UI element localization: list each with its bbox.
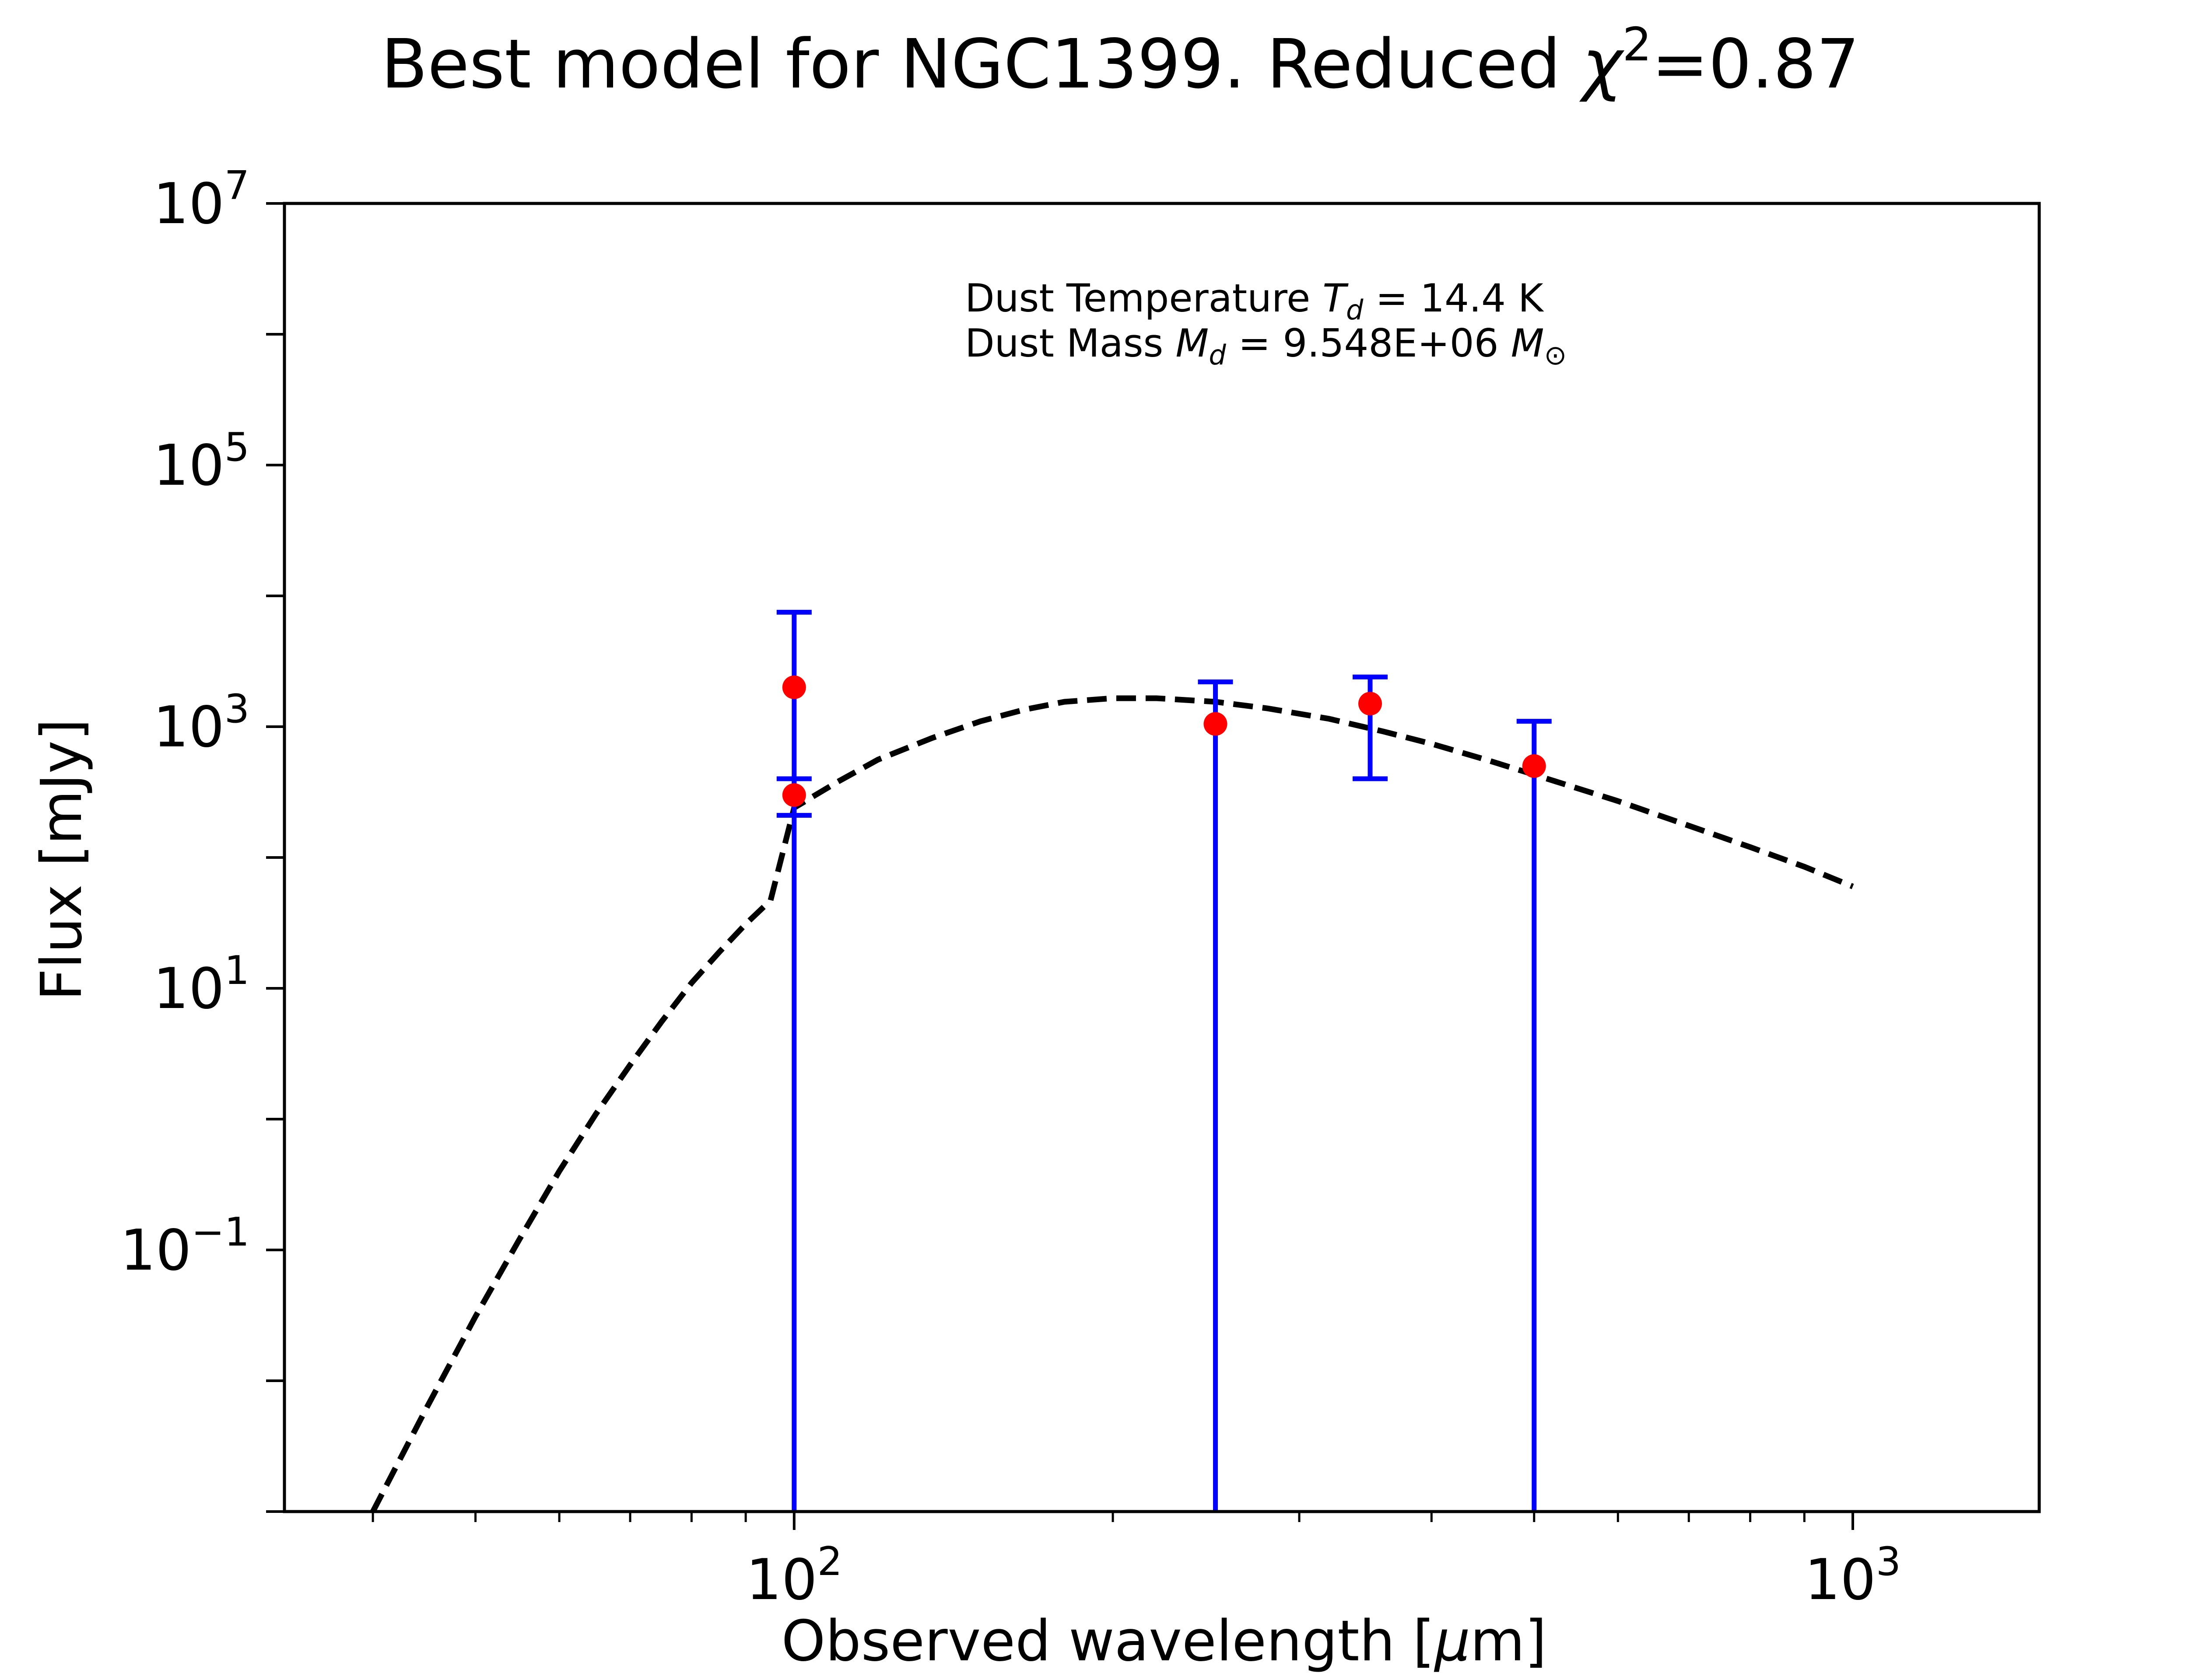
y-axis-label: Flux [mJy]: [29, 719, 95, 1001]
plot-layer: [370, 609, 1854, 1512]
ticks-layer: 102 103 10−1 101 103 105 107: [120, 163, 1901, 1613]
y-tick-label: 103: [153, 686, 249, 760]
x-tick-label: 102: [746, 1539, 842, 1613]
data-point: [1358, 692, 1382, 716]
x-axis-label: Observed wavelength [μm]: [782, 1609, 1547, 1674]
data-point: [1522, 754, 1546, 778]
data-point: [782, 675, 806, 699]
plot-frame: [283, 202, 2041, 1513]
y-tick-label: 101: [153, 948, 249, 1022]
chart-title-suffix: =0.87: [1652, 24, 1859, 104]
data-point: [782, 783, 806, 807]
chart-title-prefix: Best model for NGC1399. Reduced: [381, 24, 1582, 104]
model-curve: [370, 695, 1854, 1512]
y-tick-label: 107: [153, 163, 249, 237]
y-tick-label: 10−1: [120, 1209, 249, 1283]
chart-title-chi: χ: [1579, 24, 1625, 104]
annotation-temperature: Dust Temperature Td = 14.4 K: [965, 276, 1544, 326]
annotation-mass: Dust Mass Md = 9.548E+06 M⊙: [965, 321, 1567, 371]
chart-title: Best model for NGC1399. Reduced χ2=0.87: [381, 18, 1860, 104]
data-point: [1203, 712, 1227, 736]
chart-title-exp: 2: [1622, 18, 1652, 71]
y-tick-label: 105: [153, 424, 249, 498]
x-tick-label: 103: [1805, 1539, 1901, 1613]
